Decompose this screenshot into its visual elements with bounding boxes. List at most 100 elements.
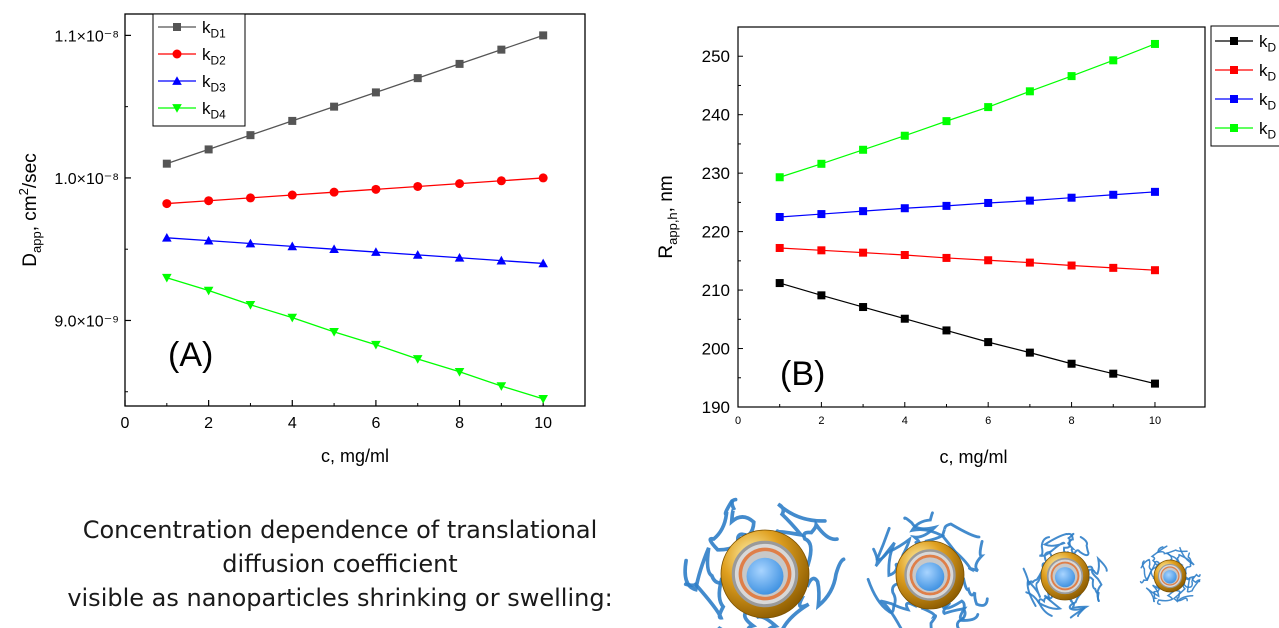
data-point-a-2 xyxy=(371,184,381,194)
data-point-a-2 xyxy=(245,193,255,203)
panel-label-b: (B) xyxy=(780,355,825,393)
legend-marker-b-4 xyxy=(1230,124,1238,132)
nanoparticle-1 xyxy=(683,497,846,628)
data-point-a-3 xyxy=(454,252,465,262)
data-point-b-1 xyxy=(817,291,826,300)
data-point-b-1 xyxy=(900,314,909,323)
y-tick-label-a: 1.0×10⁻⁸ xyxy=(54,171,119,188)
data-point-b-4 xyxy=(817,159,826,168)
data-point-a-3 xyxy=(245,238,256,248)
data-point-a-2 xyxy=(413,181,423,191)
data-point-b-4 xyxy=(1025,87,1034,96)
particle-core xyxy=(1163,570,1177,584)
x-tick-label-b: 6 xyxy=(985,415,991,427)
polymer-chain xyxy=(775,502,827,548)
data-point-b-4 xyxy=(1109,56,1118,65)
legend-label-b-2: kD xyxy=(1259,61,1277,83)
polymer-chain xyxy=(903,516,940,551)
data-point-b-3 xyxy=(1067,193,1076,202)
plot-frame-a xyxy=(124,13,586,407)
x-tick-label-b: 2 xyxy=(818,415,824,427)
series-line-b-1 xyxy=(779,282,1156,385)
series-line-b-3 xyxy=(779,191,1156,218)
data-point-b-2 xyxy=(817,246,826,255)
plot-frame-b xyxy=(737,26,1206,408)
data-point-b-3 xyxy=(817,210,826,219)
data-point-a-1 xyxy=(246,131,255,140)
data-point-a-3 xyxy=(162,232,172,242)
data-point-a-2 xyxy=(329,187,339,197)
legend-label-a-3: kD3 xyxy=(202,72,226,94)
nanoparticle-illustration xyxy=(683,497,1201,628)
x-tick-label-a: 0 xyxy=(121,415,130,432)
data-point-a-2 xyxy=(496,176,506,186)
data-point-b-2 xyxy=(942,253,951,262)
series-line-a-3 xyxy=(166,237,544,265)
data-point-b-3 xyxy=(859,207,868,216)
y-axis-label-a: Dapp, cm2/sec xyxy=(16,153,44,266)
data-point-a-1 xyxy=(413,74,422,83)
data-point-b-1 xyxy=(1025,348,1034,357)
x-axis-label-a: c, mg/ml xyxy=(321,446,389,466)
x-tick-label-b: 4 xyxy=(902,415,908,427)
nanoparticle-4 xyxy=(1139,545,1201,606)
legend-b: kD kD kD kD xyxy=(1210,25,1279,147)
data-point-a-3 xyxy=(203,235,214,245)
series-line-b-4 xyxy=(779,43,1156,178)
panel-label-a: (A) xyxy=(168,336,213,374)
data-point-a-4 xyxy=(162,273,172,283)
legend-marker-a-1 xyxy=(173,23,181,31)
data-point-b-3 xyxy=(900,204,909,213)
data-point-a-1 xyxy=(204,145,213,154)
data-point-b-4 xyxy=(984,103,993,112)
data-point-a-3 xyxy=(412,250,423,259)
y-tick-label-b: 230 xyxy=(702,164,730,183)
data-point-a-4 xyxy=(412,355,423,364)
caption-line-3: visible as nanoparticles shrinking or sw… xyxy=(67,584,613,612)
data-point-a-4 xyxy=(538,395,548,404)
nanoparticle-2 xyxy=(866,511,989,628)
legend-marker-a-3 xyxy=(172,76,182,85)
data-point-b-4 xyxy=(942,117,951,126)
data-point-a-4 xyxy=(203,286,214,296)
data-point-b-4 xyxy=(1067,72,1076,81)
legend-label-b-1: kD xyxy=(1259,32,1277,54)
data-point-a-3 xyxy=(371,247,381,256)
data-point-b-1 xyxy=(1067,359,1076,368)
x-tick-label-a: 8 xyxy=(455,415,464,432)
series-line-a-1 xyxy=(166,34,544,165)
x-tick-label-b: 8 xyxy=(1069,415,1075,427)
legend-label-a-4: kD4 xyxy=(202,99,226,121)
data-point-b-2 xyxy=(1150,266,1159,275)
x-tick-label-b: 0 xyxy=(735,415,741,427)
y-tick-label-b: 250 xyxy=(702,47,730,66)
chart-b: 0 2 4 6 8 10 190 200 210 220 230 240 250 c, mg/ml Rapp… xyxy=(656,25,1279,467)
series-line-a-2 xyxy=(166,177,544,205)
data-point-b-1 xyxy=(859,303,868,312)
data-point-a-3 xyxy=(329,244,339,254)
legend-box-a xyxy=(152,13,246,127)
data-point-a-1 xyxy=(455,59,464,68)
legend-marker-b-1 xyxy=(1230,37,1238,45)
legend-box-b xyxy=(1210,25,1279,147)
data-point-a-1 xyxy=(330,102,339,111)
data-point-a-1 xyxy=(371,88,380,97)
legend-marker-b-2 xyxy=(1230,66,1238,74)
legend-marker-a-4 xyxy=(172,104,182,113)
x-axis-label-b: c, mg/ml xyxy=(939,447,1007,467)
y-axis-label-b: Rapp,h, nm xyxy=(656,175,680,258)
caption: Concentration dependence of translationa… xyxy=(20,513,660,615)
data-point-b-3 xyxy=(942,201,951,210)
data-point-b-1 xyxy=(984,338,993,347)
x-tick-label-a: 10 xyxy=(534,415,552,432)
data-point-b-2 xyxy=(1025,258,1034,267)
data-point-a-4 xyxy=(287,313,298,323)
x-tick-label-a: 6 xyxy=(371,415,380,432)
data-point-a-2 xyxy=(455,179,465,189)
legend-label-b-4: kD xyxy=(1259,119,1277,141)
legend-marker-a-2 xyxy=(172,49,182,59)
data-point-a-1 xyxy=(288,116,297,125)
series-line-a-4 xyxy=(166,277,544,400)
chart-a: 0 2 4 6 8 10 9.0×10⁻⁹ 1.0×10⁻⁸ 1.1×10⁻⁸ c, mg/ml D… xyxy=(16,13,586,466)
caption-line-1: Concentration dependence of translationa… xyxy=(82,516,598,544)
